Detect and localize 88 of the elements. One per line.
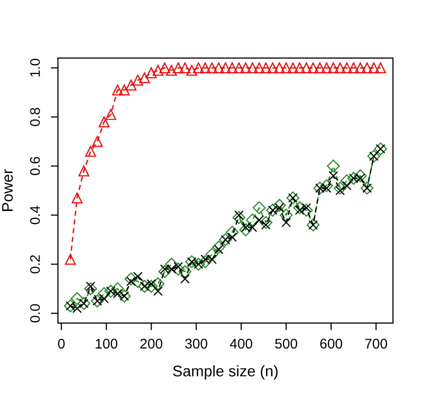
point xyxy=(200,62,211,74)
point xyxy=(84,282,98,296)
point xyxy=(146,67,157,78)
point xyxy=(111,282,124,296)
point xyxy=(254,62,265,74)
y-tick-label: 0.0 xyxy=(30,304,40,322)
point xyxy=(246,214,259,226)
y-axis-title: Power xyxy=(2,169,13,211)
point xyxy=(267,62,278,74)
point xyxy=(348,62,359,74)
y-tick-label: 0.8 xyxy=(30,108,40,126)
point xyxy=(232,211,246,224)
x-tick-label: 600 xyxy=(320,338,342,349)
point xyxy=(280,208,293,222)
x-tick-label: 0 xyxy=(58,338,65,349)
x-tick-label: 100 xyxy=(96,338,118,349)
point xyxy=(280,62,292,74)
point xyxy=(85,146,96,157)
point xyxy=(308,62,319,74)
point xyxy=(362,62,372,74)
point xyxy=(131,274,144,288)
point xyxy=(98,287,111,300)
point xyxy=(340,174,354,188)
point xyxy=(165,258,178,271)
point xyxy=(152,277,164,290)
point xyxy=(334,62,346,74)
point xyxy=(300,62,312,74)
point xyxy=(368,62,380,74)
y-tick-label: 0.4 xyxy=(30,206,40,224)
point xyxy=(206,248,218,261)
y-tick-label: 0.6 xyxy=(30,157,40,176)
point xyxy=(287,62,298,74)
point xyxy=(220,62,231,74)
point xyxy=(105,109,116,120)
point xyxy=(124,272,138,286)
point xyxy=(354,62,366,74)
point xyxy=(212,240,226,254)
point xyxy=(78,166,90,176)
point xyxy=(314,62,326,74)
point xyxy=(326,160,340,172)
point xyxy=(70,292,84,306)
point xyxy=(186,64,198,76)
point xyxy=(92,136,103,147)
point xyxy=(328,62,339,74)
x-tick-label: 300 xyxy=(185,338,208,349)
x-tick-label: 400 xyxy=(230,338,252,349)
point xyxy=(118,84,130,96)
point xyxy=(159,62,170,74)
point xyxy=(375,62,386,74)
point xyxy=(226,226,239,239)
point xyxy=(206,62,218,74)
x-tick-label: 700 xyxy=(365,338,388,349)
point xyxy=(166,64,177,76)
point xyxy=(72,192,83,204)
point xyxy=(247,62,258,74)
point xyxy=(178,265,192,278)
point xyxy=(132,74,144,86)
point xyxy=(252,201,266,214)
point xyxy=(281,218,291,228)
point xyxy=(98,116,110,128)
point xyxy=(274,62,285,74)
point xyxy=(259,216,272,229)
point xyxy=(240,62,252,74)
point xyxy=(172,62,184,74)
point xyxy=(126,80,136,90)
point xyxy=(64,254,76,265)
point xyxy=(254,215,264,225)
point xyxy=(112,84,123,96)
x-tick-label: 200 xyxy=(140,338,162,349)
point xyxy=(213,62,224,74)
point xyxy=(152,64,164,76)
point xyxy=(226,62,238,74)
point xyxy=(321,62,332,74)
point xyxy=(294,62,306,74)
point xyxy=(234,62,244,74)
y-tick-label: 0.2 xyxy=(30,255,40,274)
point xyxy=(180,62,190,74)
point xyxy=(180,274,190,284)
point xyxy=(193,62,204,74)
y-tick-label: 1.0 xyxy=(30,58,40,76)
point xyxy=(139,72,150,84)
point xyxy=(334,182,347,195)
point xyxy=(341,62,352,74)
x-tick-label: 500 xyxy=(275,338,298,349)
point xyxy=(260,62,272,74)
x-axis-title: Sample size (n) xyxy=(173,365,278,380)
point xyxy=(328,171,338,181)
point xyxy=(153,286,163,296)
